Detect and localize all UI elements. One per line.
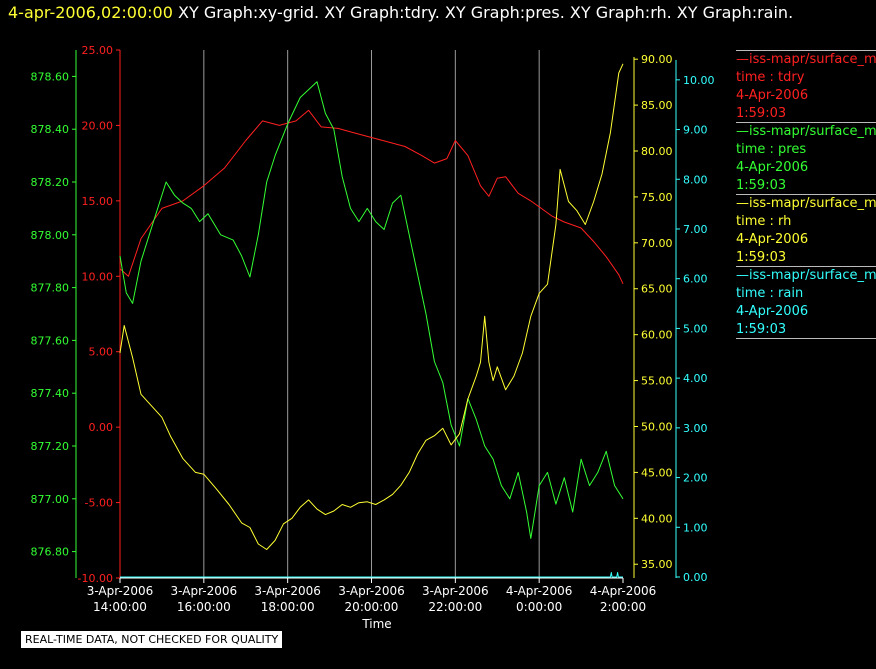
pres-tick-label-9: 876.80 [31, 546, 70, 559]
rain-tick-label-5: 5.00 [683, 322, 708, 335]
grid-lines [203, 50, 540, 578]
rh-tick-label-11: 35.00 [641, 558, 673, 571]
x-tick-date-4: 3-Apr-2006 [422, 584, 489, 598]
rain-tick-label-7: 3.00 [683, 422, 708, 435]
rh-axis: 90.00 85.00 80.00 75.00 70.00 65.00 60.00 55.00… [633, 53, 673, 578]
legend-separator [736, 50, 876, 51]
legend-time: 1:59:03 [736, 178, 787, 193]
x-tick-time-0: 14:00:00 [93, 600, 147, 614]
rain-tick-label-4: 6.00 [683, 273, 708, 286]
tdry-tick-label-2: 15.00 [82, 195, 114, 208]
legend-label: time : rain [736, 286, 804, 301]
legend-separator [736, 338, 876, 339]
legend-date: 4-Apr-2006 [736, 160, 809, 175]
rh-tick-label-2: 80.00 [641, 145, 673, 158]
rain-tick-label-0: 10.00 [683, 74, 715, 87]
rain-tick-label-6: 4.00 [683, 372, 708, 385]
tdry-tick-label-4: 5.00 [89, 346, 114, 359]
rain-series-line [120, 572, 623, 578]
legend-date: 4-Apr-2006 [736, 304, 809, 319]
legend-label: time : rh [736, 214, 792, 229]
rain-tick-label-1: 9.00 [683, 124, 708, 137]
rh-tick-label-9: 45.00 [641, 466, 673, 479]
legend-source: —iss-mapr/surface_m [736, 52, 876, 67]
tdry-axis: 25.00 20.00 15.00 10.00 5.00 0.00 -5.00 -10.00 [78, 44, 121, 585]
legend-separator [736, 194, 876, 195]
legend-date: 4-Apr-2006 [736, 232, 809, 247]
rain-tick-label-3: 7.00 [683, 223, 708, 236]
tdry-tick-label-1: 20.00 [82, 119, 114, 132]
legend-source: —iss-mapr/surface_m [736, 124, 876, 139]
rh-series-line [119, 63, 624, 550]
axes: 25.0020.0015.0010.005.000.00-5.00-10.008… [31, 44, 715, 585]
rh-tick-label-10: 40.00 [641, 512, 673, 525]
x-tick-time-3: 20:00:00 [345, 600, 399, 614]
pres-tick-label-5: 877.60 [31, 334, 70, 347]
pres-tick-label-4: 877.80 [31, 282, 70, 295]
pres-tick-label-8: 877.00 [31, 493, 70, 506]
rain-tick-label-8: 2.00 [683, 472, 708, 485]
pres-axis: 878.60 878.40 878.20 878.00 877.80 877.60 877.… [31, 50, 77, 578]
x-tick-time-6: 2:00:00 [600, 600, 646, 614]
rh-tick-label-0: 90.00 [641, 53, 673, 66]
header-graph-list: XY Graph:xy-grid. XY Graph:tdry. XY Grap… [178, 3, 794, 22]
tdry-tick-label-0: 25.00 [82, 44, 114, 57]
rain-tick-label-10: 0.00 [683, 571, 708, 584]
rh-tick-label-4: 70.00 [641, 237, 673, 250]
x-tick-date-3: 3-Apr-2006 [338, 584, 405, 598]
legend-time: 1:59:03 [736, 106, 787, 121]
rh-tick-label-3: 75.00 [641, 191, 673, 204]
x-axis: 3-Apr-2006 14:00:00 3-Apr-2006 16:00:00 3-Ap… [87, 577, 657, 614]
x-tick-date-5: 4-Apr-2006 [506, 584, 573, 598]
tdry-tick-label-7: -10.00 [78, 572, 113, 585]
legend-source: —iss-mapr/surface_m [736, 196, 876, 211]
legend-separator [736, 122, 876, 123]
legend-time: 1:59:03 [736, 250, 787, 265]
rain-tick-label-2: 8.00 [683, 173, 708, 186]
pres-tick-label-7: 877.20 [31, 440, 70, 453]
x-tick-time-4: 22:00:00 [428, 600, 482, 614]
x-tick-date-1: 3-Apr-2006 [171, 584, 238, 598]
pres-tick-label-3: 878.00 [31, 229, 70, 242]
tdry-tick-label-6: -5.00 [85, 497, 113, 510]
rh-tick-label-1: 85.00 [641, 99, 673, 112]
legend-date: 4-Apr-2006 [736, 88, 809, 103]
tdry-tick-label-5: 0.00 [89, 421, 114, 434]
legend-label: time : pres [736, 142, 807, 157]
pres-tick-label-0: 878.60 [31, 70, 70, 83]
rain-axis: 10.00 9.00 8.00 7.00 6.00 5.00 4.00 3.00 2.00 1.0… [675, 60, 715, 584]
header-bar: 4-apr-2006,02:00:00 XY Graph:xy-grid. XY… [8, 3, 793, 22]
x-tick-date-6: 4-Apr-2006 [590, 584, 657, 598]
x-tick-date-2: 3-Apr-2006 [254, 584, 321, 598]
pres-tick-label-2: 878.20 [31, 176, 70, 189]
pres-series-line [119, 81, 624, 539]
legend-label: time : tdry [736, 70, 805, 85]
pres-tick-label-6: 877.40 [31, 387, 70, 400]
legend-separator [736, 266, 876, 267]
legend-time: 1:59:03 [736, 322, 787, 337]
quality-warning-note: REAL-TIME DATA, NOT CHECKED FOR QUALITY [20, 630, 284, 649]
x-tick-time-5: 0:00:00 [516, 600, 562, 614]
x-axis-label: Time [361, 617, 391, 631]
tdry-tick-label-3: 10.00 [82, 270, 114, 283]
x-tick-date-0: 3-Apr-2006 [87, 584, 154, 598]
rh-tick-label-6: 60.00 [641, 329, 673, 342]
pres-tick-label-1: 878.40 [31, 123, 70, 136]
rh-tick-label-5: 65.00 [641, 283, 673, 296]
header-timestamp: 4-apr-2006,02:00:00 [8, 3, 173, 22]
rh-tick-label-8: 50.00 [641, 420, 673, 433]
rh-tick-label-7: 55.00 [641, 375, 673, 388]
tdry-series-line [119, 109, 624, 285]
legend-source: —iss-mapr/surface_m [736, 268, 876, 283]
series-lines [119, 63, 624, 578]
rain-tick-label-9: 1.00 [683, 521, 708, 534]
x-tick-time-2: 18:00:00 [261, 600, 315, 614]
x-tick-time-1: 16:00:00 [177, 600, 231, 614]
